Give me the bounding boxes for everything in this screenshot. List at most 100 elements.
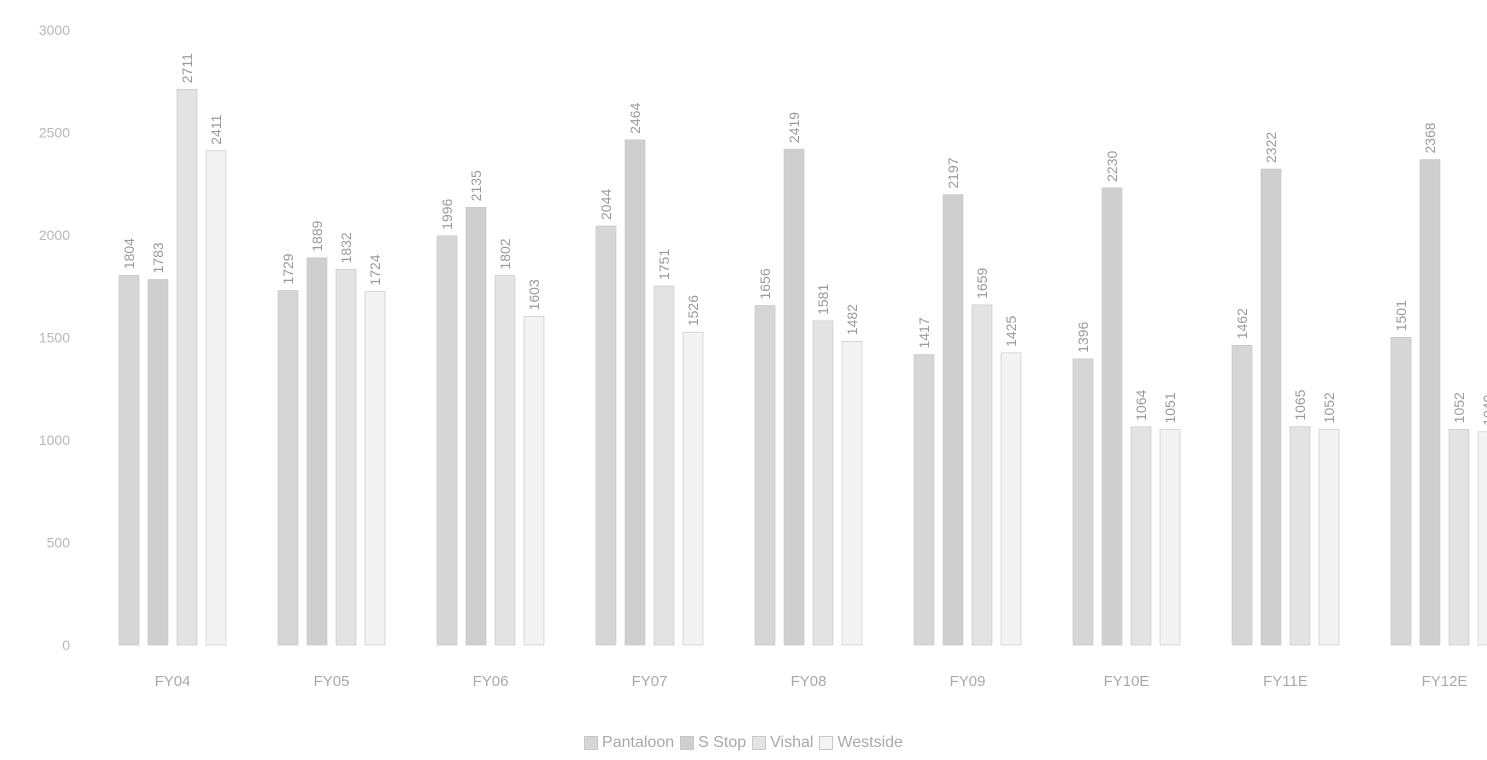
data-label: 1064 <box>1133 390 1149 421</box>
bar <box>1260 168 1282 646</box>
x-tick-label: FY10E <box>1104 673 1150 690</box>
data-label: 1996 <box>439 198 455 229</box>
data-label: 2411 <box>208 114 224 144</box>
legend-label: Westside <box>837 734 903 751</box>
bar <box>1289 426 1311 646</box>
data-label: 1659 <box>974 268 990 299</box>
data-label: 1526 <box>685 295 701 326</box>
data-label: 1052 <box>1451 392 1467 423</box>
data-label: 1417 <box>916 317 932 348</box>
data-label: 1396 <box>1075 321 1091 352</box>
x-tick-label: FY07 <box>632 673 668 690</box>
bar <box>841 340 863 646</box>
bar <box>1130 426 1152 646</box>
data-label: 2322 <box>1263 132 1279 163</box>
data-label: 1832 <box>338 232 354 263</box>
y-tick-label: 2500 <box>39 125 70 141</box>
bar <box>1477 431 1487 646</box>
bar <box>1448 429 1470 646</box>
bar <box>624 139 646 646</box>
bar <box>754 305 776 646</box>
y-axis-ticks: 0 500 1000 1500 2000 2500 3000 <box>39 22 70 653</box>
legend-label: Pantaloon <box>602 734 675 751</box>
bar <box>205 150 227 646</box>
data-label: 2419 <box>786 112 802 143</box>
legend-label: Vishal <box>770 734 814 751</box>
bar <box>364 291 386 646</box>
bars <box>118 88 1487 646</box>
x-tick-label: FY08 <box>791 673 827 690</box>
data-label: 1040 <box>1480 394 1487 425</box>
data-label: 1724 <box>367 254 383 285</box>
bar <box>1000 352 1022 646</box>
bar <box>1101 187 1123 646</box>
x-tick-label: FY12E <box>1422 673 1468 690</box>
data-label: 1751 <box>656 249 672 280</box>
y-tick-label: 2000 <box>39 227 70 243</box>
data-label: 1581 <box>815 284 831 315</box>
x-axis-ticks: FY04 FY05 FY06 FY07 FY08 FY09 FY10E FY11E FY12E <box>155 673 1468 690</box>
bar <box>1231 344 1253 646</box>
bar <box>1072 358 1094 646</box>
bar <box>653 285 675 646</box>
legend-label: S Stop <box>698 734 747 751</box>
data-label: 2711 <box>179 53 195 83</box>
x-tick-label: FY06 <box>473 673 509 690</box>
x-tick-label: FY04 <box>155 673 191 690</box>
y-tick-label: 0 <box>62 637 70 653</box>
data-label: 1065 <box>1292 389 1308 420</box>
data-label: 1783 <box>150 242 166 273</box>
bar <box>812 320 834 646</box>
bar <box>682 331 704 646</box>
data-label: 1804 <box>121 238 137 269</box>
legend-item: Westside <box>819 734 903 752</box>
data-label: 2230 <box>1104 150 1120 181</box>
bar <box>942 194 964 646</box>
bar <box>783 148 805 646</box>
legend-item: Vishal <box>752 734 813 752</box>
data-label: 1501 <box>1393 300 1409 331</box>
bar <box>494 275 516 646</box>
legend-swatch <box>680 736 695 750</box>
data-label: 2197 <box>945 157 961 188</box>
data-label: 1802 <box>497 238 513 269</box>
legend-item: S Stop <box>680 734 746 752</box>
data-labels: 1804 1783 2711 2411 1729 1889 1832 1724 1996 2135… <box>121 53 1487 426</box>
data-label: 1482 <box>844 304 860 335</box>
data-label: 2044 <box>598 189 614 220</box>
bar <box>118 274 140 646</box>
y-tick-label: 1000 <box>39 432 70 448</box>
data-label: 1729 <box>280 253 296 284</box>
data-label: 1656 <box>757 268 773 299</box>
legend-item: Pantaloon <box>584 734 674 752</box>
x-tick-label: FY09 <box>950 673 986 690</box>
data-label: 1889 <box>309 220 325 251</box>
bar <box>971 304 993 646</box>
legend-swatch <box>819 736 834 750</box>
data-label: 2135 <box>468 170 484 201</box>
legend-swatch <box>584 736 599 750</box>
data-label: 1425 <box>1003 316 1019 347</box>
legend-swatch <box>752 736 767 750</box>
bar <box>1419 159 1441 646</box>
legend: Pantaloon S Stop Vishal Westside <box>0 734 1487 752</box>
bar <box>1390 336 1412 646</box>
data-label: 1462 <box>1234 308 1250 339</box>
bar <box>436 235 458 646</box>
bar <box>595 225 617 646</box>
bar <box>1318 429 1340 646</box>
bar <box>523 316 545 646</box>
bar <box>306 257 328 646</box>
data-label: 1051 <box>1162 392 1178 423</box>
data-label: 2464 <box>627 103 643 134</box>
bar <box>277 290 299 646</box>
bar <box>176 88 198 646</box>
bar <box>913 354 935 646</box>
data-label: 1603 <box>526 279 542 310</box>
x-tick-label: FY11E <box>1263 673 1308 690</box>
data-label: 2368 <box>1422 122 1438 153</box>
bar <box>147 279 169 646</box>
y-tick-label: 3000 <box>39 22 70 38</box>
bar <box>1159 429 1181 646</box>
